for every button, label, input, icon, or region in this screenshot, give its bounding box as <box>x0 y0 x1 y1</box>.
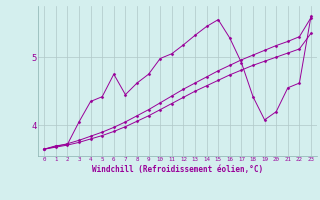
X-axis label: Windchill (Refroidissement éolien,°C): Windchill (Refroidissement éolien,°C) <box>92 165 263 174</box>
